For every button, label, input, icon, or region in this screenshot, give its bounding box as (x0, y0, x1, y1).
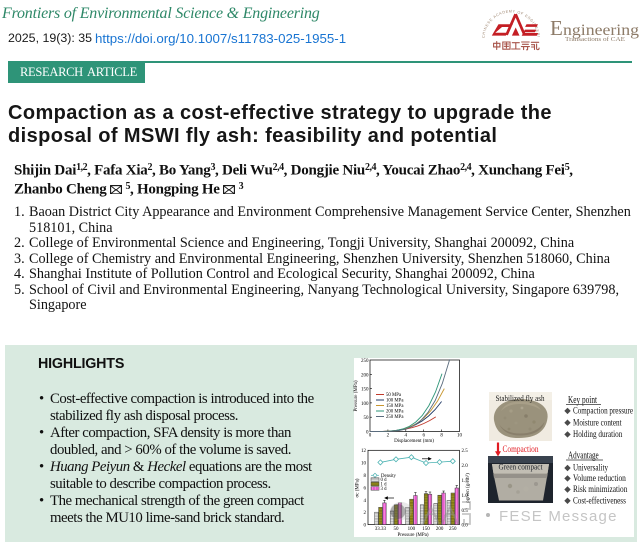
svg-text:10: 10 (361, 462, 367, 467)
svg-text:100 MPa: 100 MPa (386, 399, 404, 404)
svg-text:0: 0 (369, 434, 372, 439)
svg-text:33.33: 33.33 (375, 527, 387, 532)
svg-text:150: 150 (422, 527, 430, 532)
svg-text:Cost-effectiveness: Cost-effectiveness (573, 495, 626, 506)
svg-text:ρgreen (g/cm³): ρgreen (g/cm³) (465, 473, 471, 503)
svg-text:Pressure (MPa): Pressure (MPa) (354, 380, 359, 411)
svg-text:100: 100 (408, 527, 416, 532)
svg-text:2.0: 2.0 (462, 464, 469, 469)
svg-text:Stabilized fly ash: Stabilized fly ash (496, 393, 546, 403)
svg-text:Pressure (MPa): Pressure (MPa) (398, 533, 429, 538)
svg-text:Density: Density (381, 474, 397, 479)
svg-text:8: 8 (440, 434, 443, 439)
svg-text:Moisture content: Moisture content (573, 418, 622, 428)
svg-text:Displacement (mm): Displacement (mm) (394, 439, 434, 444)
svg-text:σc (MPa): σc (MPa) (356, 478, 361, 497)
svg-text:50 MPa: 50 MPa (386, 393, 402, 398)
svg-text:100: 100 (361, 402, 369, 407)
svg-text:1.0: 1.0 (462, 494, 469, 499)
svg-text:4: 4 (405, 434, 408, 439)
svg-text:ngineering: ngineering (563, 22, 639, 39)
svg-text:200: 200 (436, 527, 444, 532)
svg-text:250: 250 (449, 527, 457, 532)
svg-text:0: 0 (366, 431, 369, 436)
svg-text:8: 8 (364, 474, 367, 479)
svg-text:Universality: Universality (573, 463, 608, 473)
svg-text:0.0: 0.0 (462, 524, 469, 529)
svg-text:Advantage: Advantage (568, 450, 599, 461)
svg-text:2: 2 (364, 511, 367, 516)
svg-text:6: 6 (422, 434, 425, 439)
svg-text:250: 250 (361, 359, 369, 364)
svg-text:1 d: 1 d (381, 483, 388, 488)
svg-text:150: 150 (361, 388, 369, 393)
svg-text:150 MPa: 150 MPa (386, 404, 404, 409)
svg-text:0.5: 0.5 (462, 509, 469, 514)
svg-text:1.5: 1.5 (462, 479, 469, 484)
svg-text:250 MPa: 250 MPa (386, 415, 404, 420)
svg-text:50: 50 (394, 527, 400, 532)
svg-text:E: E (550, 16, 563, 40)
svg-text:Transactions of CAE: Transactions of CAE (565, 36, 625, 42)
svg-text:200 MPa: 200 MPa (386, 410, 404, 415)
svg-text:3 d: 3 d (381, 487, 388, 492)
svg-text:0 d: 0 d (381, 478, 388, 483)
svg-text:Green compact: Green compact (499, 462, 544, 472)
svg-text:4: 4 (364, 499, 367, 504)
svg-text:50: 50 (364, 416, 370, 421)
svg-text:6: 6 (364, 486, 367, 491)
svg-text:Risk minimization: Risk minimization (573, 485, 628, 495)
svg-text:Volume reduction: Volume reduction (573, 474, 626, 484)
svg-text:200: 200 (361, 373, 369, 378)
svg-text:10: 10 (457, 434, 463, 439)
svg-text:2: 2 (387, 434, 390, 439)
svg-text:Holding duration: Holding duration (573, 430, 622, 440)
svg-text:0: 0 (364, 524, 367, 529)
svg-text:Compaction: Compaction (503, 445, 539, 455)
svg-text:Compaction pressure: Compaction pressure (573, 406, 633, 416)
svg-text:2.5: 2.5 (462, 449, 469, 454)
svg-text:12: 12 (361, 449, 367, 454)
svg-text:Key point: Key point (568, 395, 597, 406)
